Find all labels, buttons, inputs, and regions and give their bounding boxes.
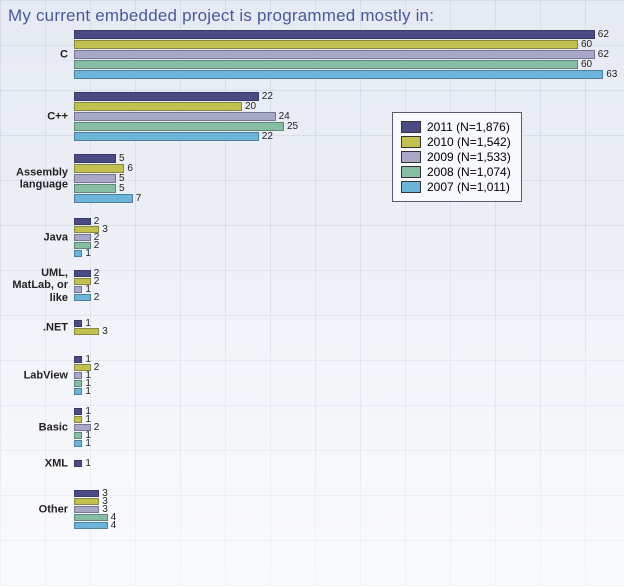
bar: [74, 490, 99, 497]
bar-value-label: 62: [598, 49, 609, 60]
bar-value-label: 3: [102, 326, 108, 337]
bar: [74, 286, 82, 293]
bar: [74, 132, 259, 141]
bar-value-label: 1: [85, 284, 91, 295]
bar: [74, 174, 116, 183]
category-label: Java: [0, 231, 72, 244]
bar: [74, 30, 595, 39]
category-label: LabView: [0, 369, 72, 382]
bar-value-label: 25: [287, 121, 298, 132]
category-label: Basic: [0, 421, 72, 434]
category-group: Java23221: [0, 218, 624, 257]
bar: [74, 194, 133, 203]
bar: [74, 250, 82, 257]
bar: [74, 372, 82, 379]
grouped-bar-chart: My current embedded project is programme…: [0, 0, 624, 586]
bar-value-label: 3: [102, 504, 108, 515]
category-label: XML: [0, 457, 72, 470]
bar: [74, 164, 124, 173]
bar-value-label: 5: [119, 183, 125, 194]
bar: [74, 270, 91, 277]
category-group: Assembly language56557: [0, 154, 624, 203]
bar-value-label: 2: [94, 422, 100, 433]
category-group: Other33344: [0, 490, 624, 529]
bar-value-label: 1: [85, 386, 91, 397]
bar-value-label: 22: [262, 91, 273, 102]
bar: [74, 416, 82, 423]
bar-value-label: 2: [94, 216, 100, 227]
category-group: .NET 13: [0, 320, 624, 335]
bar-value-label: 4: [111, 520, 117, 531]
bar: [74, 218, 91, 225]
bar: [74, 380, 82, 387]
category-label: .NET: [0, 321, 72, 334]
bar: [74, 112, 276, 121]
bar: [74, 154, 116, 163]
category-group: XML 1: [0, 460, 624, 467]
bar-value-label: 62: [598, 29, 609, 40]
bar-value-label: 63: [606, 69, 617, 80]
bar-value-label: 1: [85, 248, 91, 259]
category-label: C: [0, 48, 72, 61]
category-group: Basic11211: [0, 408, 624, 447]
chart-title: My current embedded project is programme…: [8, 6, 434, 26]
category-label: C++: [0, 110, 72, 123]
bar-value-label: 20: [245, 101, 256, 112]
category-group: LabView12111: [0, 356, 624, 395]
category-group: C 62 60 62 60 63: [0, 30, 624, 79]
bar: [74, 498, 99, 505]
bar-value-label: 60: [581, 39, 592, 50]
bar-value-label: 1: [85, 318, 91, 329]
bar: [74, 184, 116, 193]
bar: [74, 70, 603, 79]
bar-value-label: 1: [85, 354, 91, 365]
bar: [74, 234, 91, 241]
bar-value-label: 2: [94, 292, 100, 303]
bar: [74, 432, 82, 439]
bar: [74, 102, 242, 111]
bar: [74, 60, 578, 69]
category-label: Assembly language: [0, 166, 72, 191]
bar-value-label: 5: [119, 153, 125, 164]
bar-value-label: 2: [94, 276, 100, 287]
bar-value-label: 2: [94, 362, 100, 373]
bar: [74, 294, 91, 301]
category-group: C++2220242522: [0, 92, 624, 141]
bar: [74, 356, 82, 363]
category-label: UML, MatLab, or like: [0, 267, 72, 305]
bar-value-label: 6: [127, 163, 133, 174]
bar: [74, 514, 108, 521]
bar: [74, 92, 259, 101]
bar: [74, 388, 82, 395]
bar-value-label: 1: [85, 438, 91, 449]
bar-value-label: 22: [262, 131, 273, 142]
category-group: UML, MatLab, or like2212: [0, 270, 624, 301]
bar: [74, 506, 99, 513]
bar: [74, 440, 82, 447]
bar-value-label: 60: [581, 59, 592, 70]
bar: [74, 460, 82, 467]
bar-value-label: 2: [94, 240, 100, 251]
bar: [74, 40, 578, 49]
bar: [74, 320, 82, 327]
bar-value-label: 7: [136, 193, 142, 204]
category-label: Other: [0, 503, 72, 516]
bar: [74, 408, 82, 415]
bar-value-label: 1: [85, 458, 91, 469]
bar: [74, 50, 595, 59]
bar-value-label: 3: [102, 224, 108, 235]
bar: [74, 328, 99, 335]
bar-value-label: 1: [85, 414, 91, 425]
bar: [74, 522, 108, 529]
bar: [74, 122, 284, 131]
